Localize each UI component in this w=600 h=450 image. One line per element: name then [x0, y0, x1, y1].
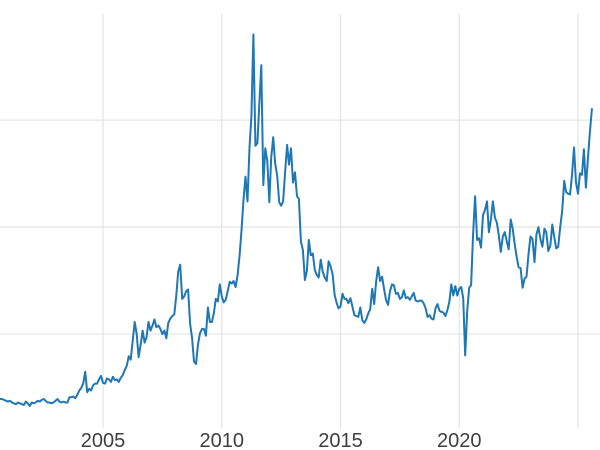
x-tick-label: 2010 — [200, 430, 245, 450]
x-tick-label: 2005 — [81, 430, 126, 450]
x-tick-label: 2015 — [318, 430, 363, 450]
series-layer — [0, 33, 593, 407]
price-line — [0, 33, 593, 407]
x-axis-labels-layer: 2005 2010 2015 2020 — [81, 430, 482, 450]
x-tick-label: 2020 — [437, 430, 482, 450]
